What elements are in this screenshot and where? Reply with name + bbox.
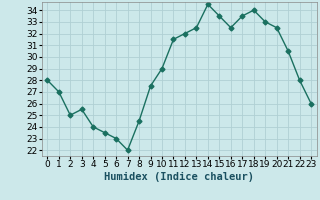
X-axis label: Humidex (Indice chaleur): Humidex (Indice chaleur) bbox=[104, 172, 254, 182]
